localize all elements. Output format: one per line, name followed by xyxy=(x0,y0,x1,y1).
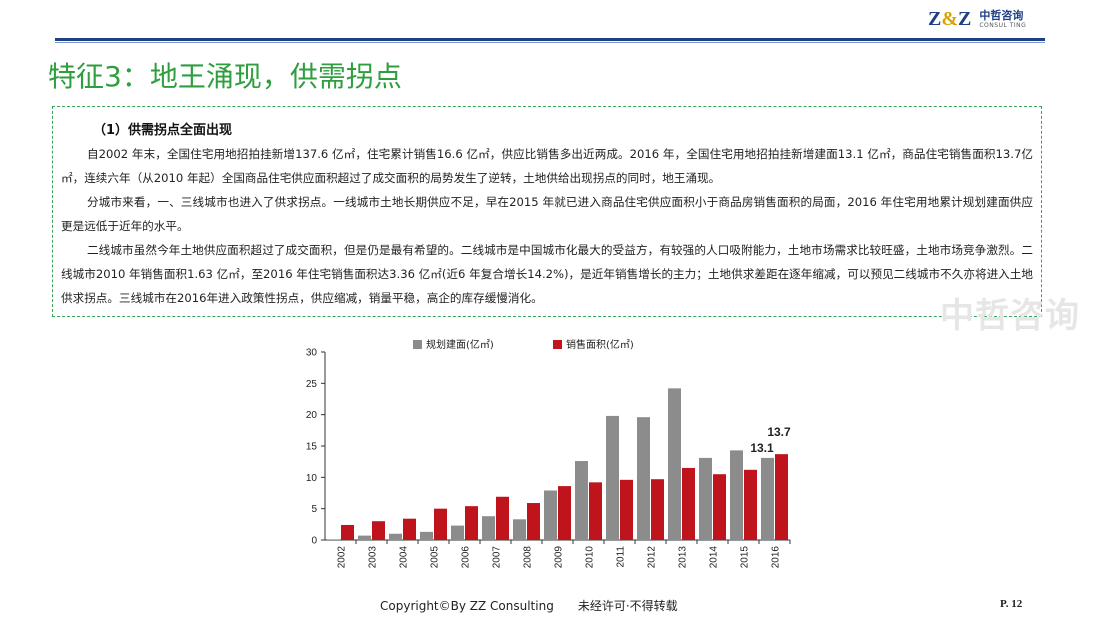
bar-sales xyxy=(434,508,447,540)
bar-sales xyxy=(465,506,478,540)
page-number: P. 12 xyxy=(1000,598,1023,610)
x-tick-label: 2003 xyxy=(368,546,379,569)
plot-area: 0 5 10 15 20 25 30 2002 2003 2004 2005 2006 2007 2008… xyxy=(306,348,791,569)
y-tick-label: 10 xyxy=(306,473,318,484)
logo-mark: Z&Z xyxy=(928,7,972,30)
x-tick-label: 2009 xyxy=(554,546,565,569)
x-tick-label: 2014 xyxy=(709,546,720,569)
bar-planned xyxy=(420,531,433,540)
bar-planned xyxy=(544,490,557,540)
y-tick-label: 30 xyxy=(306,348,318,359)
bar-chart: 规划建面(亿㎡) 销售面积(亿㎡) 0 5 10 15 20 25 30 2002 2003 20… xyxy=(306,338,791,569)
copyright-text: Copyright©By ZZ Consulting xyxy=(380,599,554,613)
legend-swatch-sales xyxy=(553,340,562,349)
bar-planned xyxy=(761,457,774,540)
x-tick-label: 2005 xyxy=(430,546,441,569)
bar-planned xyxy=(327,539,340,540)
y-tick-label: 20 xyxy=(306,410,318,421)
logo-chinese-name: 中哲咨询 xyxy=(979,8,1024,22)
chart-legend: 规划建面(亿㎡) 销售面积(亿㎡) xyxy=(413,338,634,351)
data-label-sales-2016: 13.7 xyxy=(767,425,791,439)
x-tick-label: 2004 xyxy=(399,546,410,569)
bar-planned xyxy=(606,415,619,540)
bar-planned xyxy=(482,516,495,540)
x-tick-label: 2010 xyxy=(585,546,596,569)
x-tick-label: 2013 xyxy=(678,546,689,569)
x-tick-label: 2016 xyxy=(771,546,782,569)
header-rule-thin xyxy=(55,42,1045,43)
bar-sales xyxy=(496,496,509,540)
watermark: 中哲咨询 xyxy=(940,296,1080,336)
bar-sales xyxy=(589,482,602,540)
legend-label-sales: 销售面积(亿㎡) xyxy=(566,338,634,351)
bar-planned xyxy=(358,535,371,540)
data-label-planned-2016: 13.1 xyxy=(750,441,774,455)
bar-sales xyxy=(372,521,385,540)
header-rule xyxy=(55,38,1045,41)
bar-planned xyxy=(513,519,526,540)
bar-sales xyxy=(682,467,695,540)
y-tick-label: 25 xyxy=(306,379,318,390)
x-tick-label: 2012 xyxy=(647,546,658,569)
y-tick-label: 15 xyxy=(306,442,318,453)
bar-planned xyxy=(730,450,743,540)
y-tick-label: 5 xyxy=(311,504,317,515)
x-tick-label: 2007 xyxy=(492,546,503,569)
slide-title: 特征3：地王涌现，供需拐点 xyxy=(48,60,402,93)
logo-english-name: CONSUL TING xyxy=(979,21,1027,29)
x-tick-label: 2006 xyxy=(461,546,472,569)
company-logo: Z&Z 中哲咨询 CONSUL TING xyxy=(928,6,1026,32)
bar-sales xyxy=(558,486,571,540)
x-tick-label: 2015 xyxy=(740,546,751,569)
bar-sales xyxy=(713,474,726,540)
bar-planned xyxy=(451,525,464,540)
legend-swatch-planned xyxy=(413,340,422,349)
paragraph-2: 分城市来看，一、三线城市也进入了供求拐点。一线城市土地长期供应不足，早在2015… xyxy=(61,195,1033,233)
section-heading: （1）供需拐点全面出现 xyxy=(93,123,233,138)
paragraph-3: 二线城市虽然今年土地供应面积超过了成交面积，但是仍是最有希望的。二线城市是中国城… xyxy=(61,243,1033,305)
bar-sales xyxy=(651,479,664,540)
copyright-notice: 未经许可·不得转载 xyxy=(577,599,678,613)
bar-planned xyxy=(668,388,681,540)
x-tick-label: 2008 xyxy=(523,546,534,569)
bar-planned xyxy=(637,417,650,540)
bar-planned xyxy=(575,461,588,540)
x-tick-label: 2002 xyxy=(337,546,348,569)
bar-sales xyxy=(403,518,416,540)
bar-sales xyxy=(527,503,540,540)
bar-sales xyxy=(341,524,354,540)
x-tick-label: 2011 xyxy=(616,546,627,568)
bar-planned xyxy=(389,533,402,540)
bar-planned xyxy=(699,457,712,540)
y-tick-label: 0 xyxy=(311,536,317,547)
paragraph-1: 自2002 年末，全国住宅用地招拍挂新增137.6 亿㎡，住宅累计销售16.6 … xyxy=(61,147,1033,185)
text-box: （1）供需拐点全面出现 自2002 年末，全国住宅用地招拍挂新增137.6 亿㎡… xyxy=(52,106,1042,317)
legend-label-planned: 规划建面(亿㎡) xyxy=(426,338,494,351)
bar-sales xyxy=(744,469,757,540)
bar-sales xyxy=(620,479,633,540)
footer: Copyright©By ZZ Consulting 未经许可·不得转载 xyxy=(380,597,678,614)
bar-sales xyxy=(775,454,788,540)
